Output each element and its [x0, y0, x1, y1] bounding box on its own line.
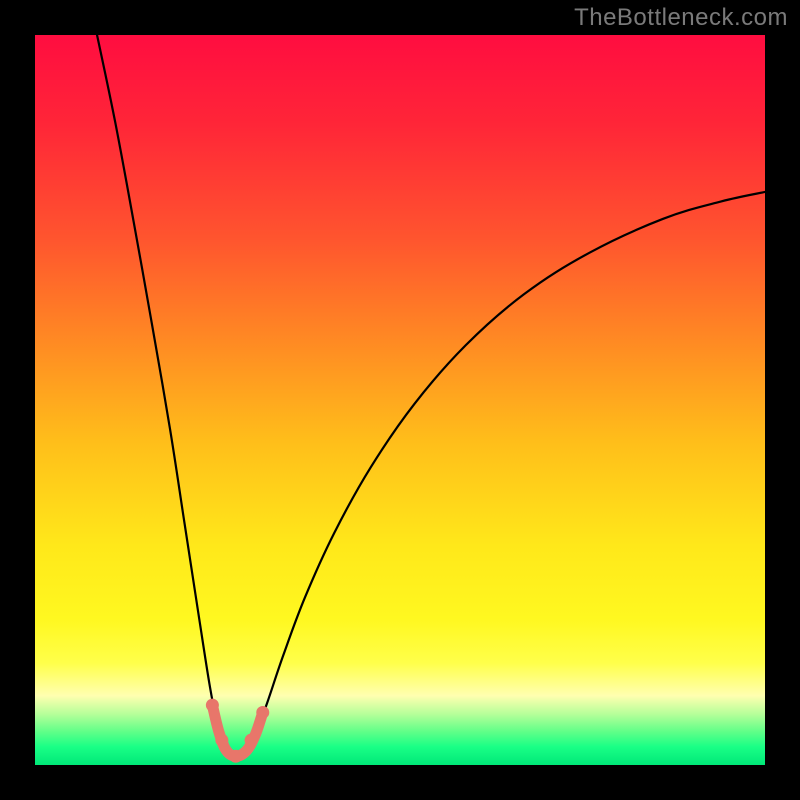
- trough-dot: [229, 750, 242, 763]
- plot-background: [35, 35, 765, 765]
- trough-dot: [206, 699, 219, 712]
- watermark-text: TheBottleneck.com: [574, 4, 788, 32]
- trough-dot: [245, 734, 258, 747]
- trough-dot: [256, 706, 269, 719]
- chart-svg: [0, 0, 800, 800]
- chart-canvas: TheBottleneck.com: [0, 0, 800, 800]
- trough-dot: [215, 734, 228, 747]
